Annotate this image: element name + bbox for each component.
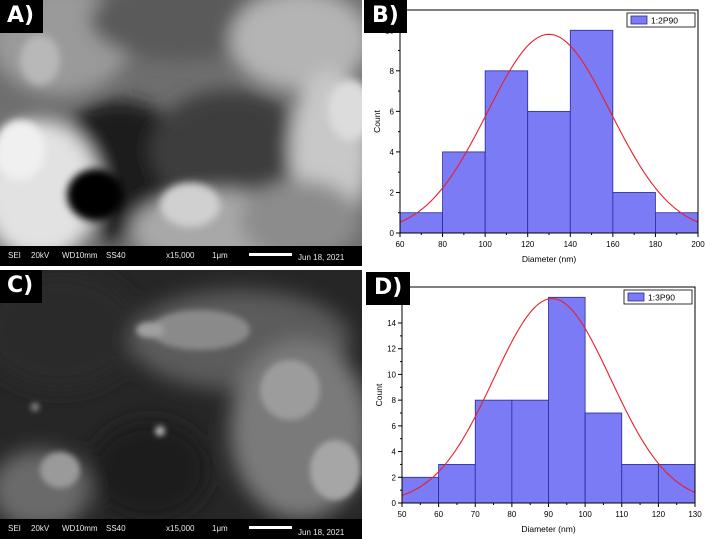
histogram-bar xyxy=(584,412,623,504)
y-tick-label: 0 xyxy=(390,229,395,238)
sem-image-a: A) SEI 20kV WD10mm SS40 x15,000 1μm Jun … xyxy=(0,0,362,266)
y-tick-label: 4 xyxy=(390,148,395,157)
y-tick-label: 2 xyxy=(390,188,395,197)
histogram-bar xyxy=(438,464,476,504)
x-tick-label: 80 xyxy=(438,240,447,249)
x-tick-label: 160 xyxy=(606,240,620,249)
histogram-b: 60801001201401601802000246810Diameter (n… xyxy=(362,0,710,270)
histogram-bar xyxy=(484,70,529,234)
panel-label-d: D) xyxy=(366,272,411,305)
histogram-bar xyxy=(511,399,549,504)
sem-mode: SEI xyxy=(8,251,21,260)
histogram-bar xyxy=(527,110,571,234)
sem-voltage: 20kV xyxy=(31,524,50,533)
x-tick-label: 70 xyxy=(471,510,480,519)
y-tick-label: 8 xyxy=(392,396,397,405)
y-axis-label: Count xyxy=(374,383,384,406)
histogram-bar xyxy=(474,399,513,504)
x-tick-label: 180 xyxy=(649,240,663,249)
histogram-bar xyxy=(569,29,614,234)
x-tick-label: 50 xyxy=(398,510,407,519)
panel-label-c: C) xyxy=(0,270,43,303)
histogram-d-svg: 50 60 70 80 90 100 110 120 130 0 2 4 6 8 10 12 14 Diamete… xyxy=(374,286,702,534)
x-tick-label: 100 xyxy=(578,510,592,519)
sem-scale-text: 1μm xyxy=(212,251,228,260)
x-tick-label: 60 xyxy=(434,510,443,519)
histogram-bar xyxy=(548,296,586,504)
scale-bar xyxy=(249,526,292,529)
x-tick-label: 140 xyxy=(564,240,578,249)
histogram-b-svg: 60801001201401601802000246810Diameter (n… xyxy=(372,9,705,264)
y-tick-label: 4 xyxy=(392,448,397,457)
y-tick-label: 14 xyxy=(387,319,396,328)
sem-info-bar-c: SEI 20kV WD10mm SS40 x15,000 1μm Jun 18,… xyxy=(0,519,362,539)
sem-micrograph-a xyxy=(0,0,362,266)
histogram-bar xyxy=(442,151,486,234)
x-axis-label: Diameter (nm) xyxy=(521,524,575,534)
sem-voltage: 20kV xyxy=(31,251,50,260)
histogram-bar xyxy=(621,464,659,504)
panel-label-b: B) xyxy=(364,0,407,33)
x-tick-label: 100 xyxy=(478,240,492,249)
histogram-d: 50 60 70 80 90 100 110 120 130 0 2 4 6 8 10 12 14 Diamete… xyxy=(362,270,710,539)
sem-spot-size: SS40 xyxy=(106,251,126,260)
legend-label: 1:3P90 xyxy=(648,293,675,303)
sem-date: Jun 18, 2021 xyxy=(298,528,345,537)
x-tick-label: 60 xyxy=(396,240,405,249)
x-tick-label: 120 xyxy=(652,510,666,519)
sem-scale-text: 1μm xyxy=(212,524,228,533)
panel-label-a: A) xyxy=(0,0,44,33)
histogram-bar xyxy=(655,212,699,234)
x-tick-label: 120 xyxy=(521,240,535,249)
y-axis-label: Count xyxy=(372,110,382,133)
y-tick-label: 10 xyxy=(387,370,396,379)
legend-label: 1:2P90 xyxy=(651,16,678,26)
y-tick-label: 6 xyxy=(392,422,397,431)
sem-mode: SEI xyxy=(8,524,21,533)
sem-magnification: x15,000 xyxy=(166,524,195,533)
scale-bar xyxy=(249,253,292,256)
histogram-bar xyxy=(399,212,443,234)
sem-date: Jun 18, 2021 xyxy=(298,253,345,262)
sem-working-distance: WD10mm xyxy=(62,251,98,260)
sem-image-c: C) SEI 20kV WD10mm SS40 x15,000 1μm Jun … xyxy=(0,270,362,539)
x-axis-label: Diameter (nm) xyxy=(522,254,576,264)
sem-spot-size: SS40 xyxy=(106,524,126,533)
histogram-bar xyxy=(612,192,656,234)
normal-fit-curve xyxy=(401,298,696,496)
x-tick-label: 130 xyxy=(688,510,702,519)
sem-magnification: x15,000 xyxy=(166,251,195,260)
y-tick-label: 6 xyxy=(390,107,395,116)
sem-info-bar-a: SEI 20kV WD10mm SS40 x15,000 1μm Jun 18,… xyxy=(0,246,362,266)
legend-swatch xyxy=(627,292,645,302)
x-tick-label: 80 xyxy=(507,510,516,519)
y-tick-label: 0 xyxy=(392,499,397,508)
y-tick-label: 12 xyxy=(387,345,396,354)
histogram-bar xyxy=(401,476,440,504)
sem-working-distance: WD10mm xyxy=(62,524,98,533)
y-tick-label: 8 xyxy=(390,67,395,76)
normal-fit-curve xyxy=(399,33,699,223)
x-tick-label: 90 xyxy=(544,510,553,519)
sem-micrograph-c xyxy=(0,270,362,539)
x-tick-label: 110 xyxy=(615,510,628,519)
x-tick-label: 200 xyxy=(691,240,705,249)
legend-swatch xyxy=(630,15,648,25)
y-tick-label: 2 xyxy=(392,473,397,482)
